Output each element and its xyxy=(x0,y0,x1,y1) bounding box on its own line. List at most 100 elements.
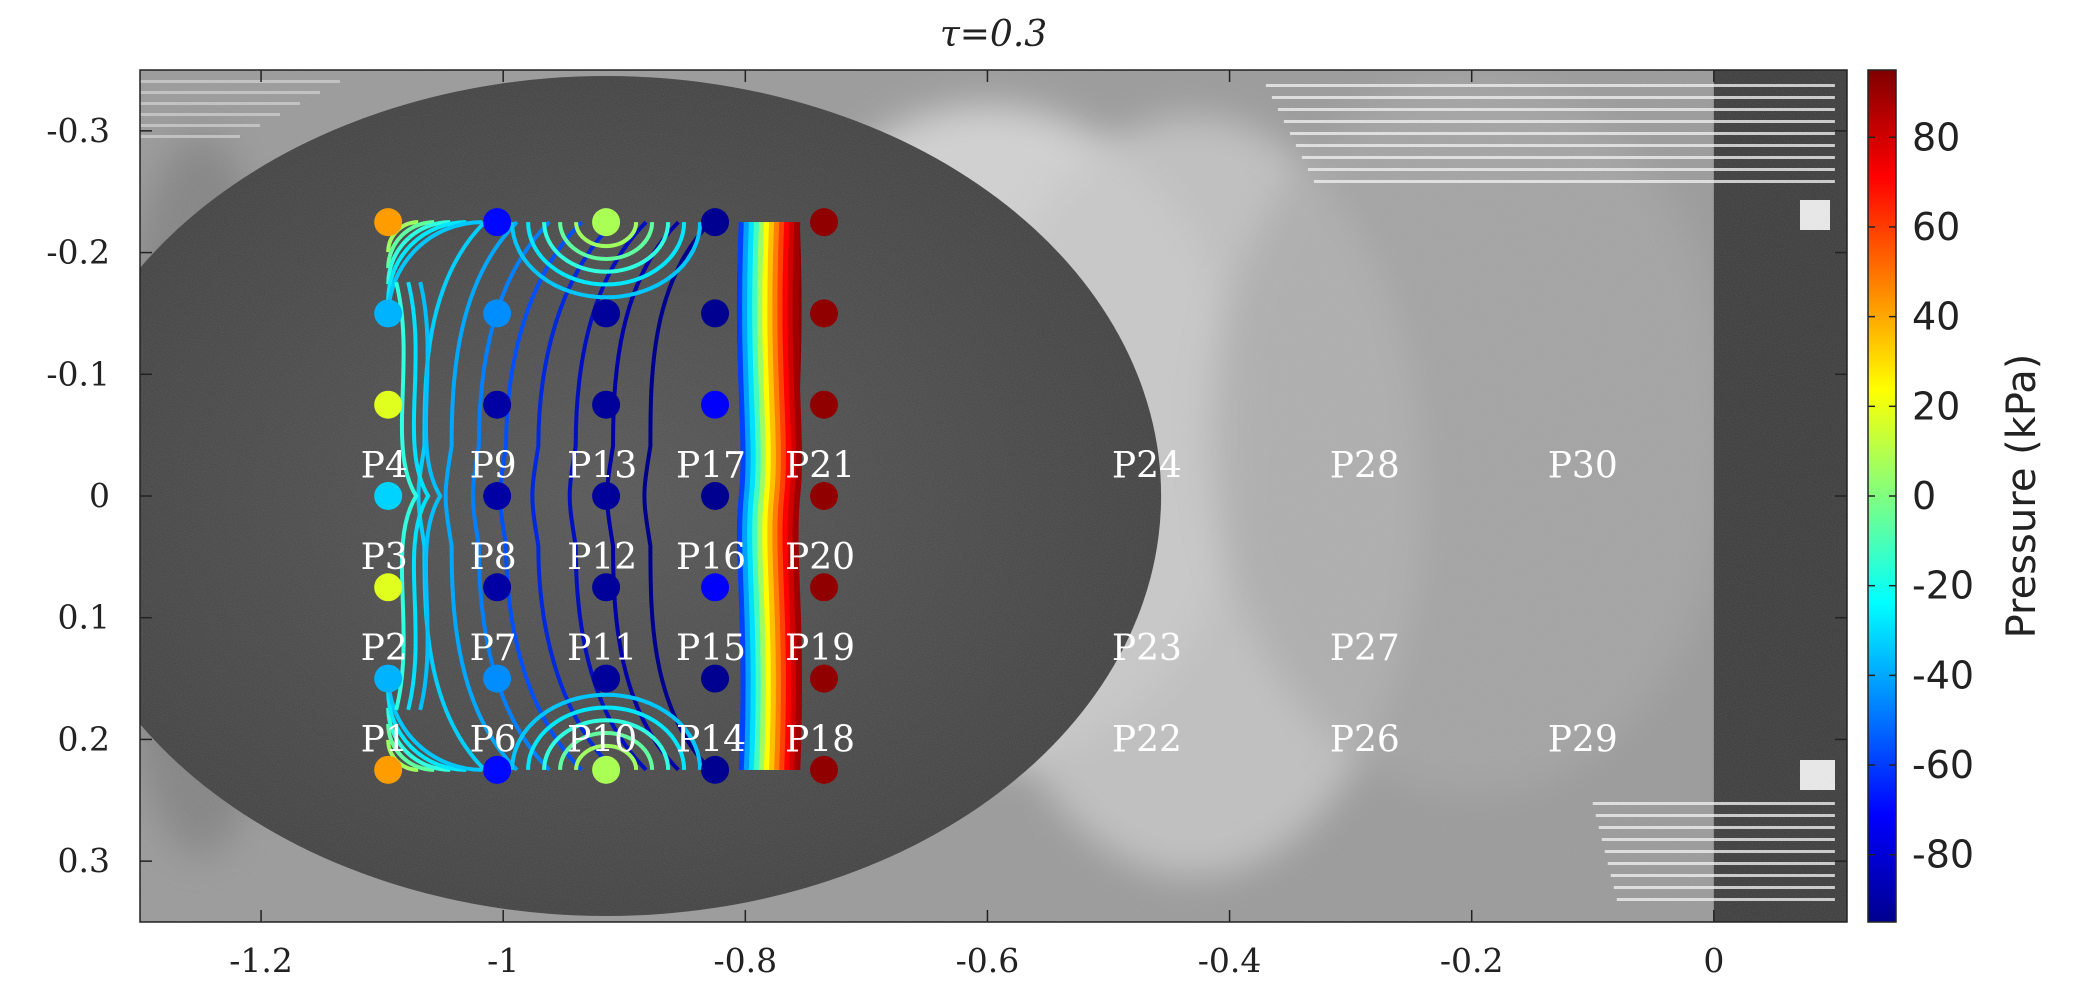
colorbar-tick-label: 80 xyxy=(1912,115,1960,159)
probe-label: P6 xyxy=(470,719,517,760)
probe-label: P27 xyxy=(1330,628,1400,669)
contour-line xyxy=(526,222,687,287)
sensor-point xyxy=(483,208,512,237)
sensor-points xyxy=(374,208,839,784)
x-tick-label: -1 xyxy=(487,941,519,980)
contour-line xyxy=(418,281,443,711)
probe-label: P12 xyxy=(567,537,637,578)
sensor-point xyxy=(592,755,621,784)
y-tick-label: 0 xyxy=(89,476,110,515)
probe-label: P11 xyxy=(567,628,637,669)
probe-label: P23 xyxy=(1112,628,1182,669)
x-axis: -1.2 -1 -0.8 -0.6 -0.4 -0.2 0 xyxy=(229,70,1724,980)
sensor-point xyxy=(701,755,730,784)
sensor-point xyxy=(374,664,403,693)
contour-line xyxy=(386,707,451,772)
contour-line xyxy=(386,723,435,772)
y-tick-label: 0.2 xyxy=(58,719,110,758)
sensor-point xyxy=(810,299,839,328)
contour-line xyxy=(386,220,483,317)
sensor-point xyxy=(374,482,403,510)
sensor-point xyxy=(701,390,730,419)
contour-line xyxy=(762,222,772,770)
y-axis: -0.3 -0.2 -0.1 0 0.1 0.2 0.3 xyxy=(46,111,1847,880)
probe-label: P21 xyxy=(785,446,855,487)
contour-line xyxy=(787,222,797,770)
colorbar-tick-label: 40 xyxy=(1912,295,1960,339)
sensor-point xyxy=(810,664,839,693)
sensor-point xyxy=(592,573,621,602)
contour-line xyxy=(510,222,703,300)
sensor-point xyxy=(810,573,839,602)
sensor-point xyxy=(810,390,839,419)
contour-line xyxy=(386,675,483,772)
probe-label: P17 xyxy=(676,446,746,487)
sensor-point xyxy=(592,390,621,419)
contour-line xyxy=(526,705,687,770)
probe-label: P30 xyxy=(1548,446,1618,487)
x-tick-label: -0.4 xyxy=(1198,941,1262,980)
sensor-point xyxy=(483,664,512,693)
contour-line xyxy=(747,222,757,770)
probe-label: P9 xyxy=(470,446,517,487)
probe-label: P8 xyxy=(470,537,517,578)
contour-line xyxy=(742,222,752,770)
colorbar-tick-label: 60 xyxy=(1912,205,1960,249)
probe-label: P20 xyxy=(785,537,855,578)
contour-line xyxy=(757,222,767,770)
probe-label: P22 xyxy=(1112,719,1182,760)
sensor-point xyxy=(483,482,512,510)
sensor-point xyxy=(374,755,403,784)
sensor-point xyxy=(374,208,403,237)
contour-line xyxy=(737,222,747,770)
sensor-point xyxy=(701,482,730,510)
probe-label: P16 xyxy=(676,537,746,578)
contour-line xyxy=(386,220,451,285)
probe-label: P19 xyxy=(785,628,855,669)
contour-line xyxy=(386,220,467,301)
colorbar-tick-label: -40 xyxy=(1912,653,1974,697)
sensor-point xyxy=(701,299,730,328)
contour-line xyxy=(386,220,435,269)
plot-area: P1 P2 P3 P4 P6 P7 P8 P9 P10 P11 P12 P13 P14 P15 P16 P17… xyxy=(46,69,1848,980)
probe-label: P18 xyxy=(785,719,855,760)
colorbar: 80 60 40 20 0 -20 -40 -60 -80 Pressure (kPa) xyxy=(1867,69,2045,923)
sensor-point xyxy=(701,573,730,602)
contour-line xyxy=(782,222,792,770)
probe-label: P26 xyxy=(1330,719,1400,760)
contour-line xyxy=(792,222,802,770)
contour-line xyxy=(574,222,639,249)
contour-line xyxy=(574,743,639,770)
contour-line xyxy=(394,281,419,711)
contour-line xyxy=(567,220,648,772)
colorbar-ticks: 80 60 40 20 0 -20 -40 -60 -80 xyxy=(1868,115,1974,877)
sensor-point xyxy=(483,390,512,419)
x-tick-label: -0.2 xyxy=(1440,941,1504,980)
sensor-point xyxy=(483,573,512,602)
contour-lines xyxy=(386,220,802,772)
contour-line xyxy=(767,222,777,770)
probe-labels: P1 P2 P3 P4 P6 P7 P8 P9 P10 P11 P12 P13 P14 P15 P16 P17… xyxy=(361,446,1618,761)
colorbar-tick-label: -20 xyxy=(1912,564,1974,608)
contour-line xyxy=(772,222,782,770)
sensor-point xyxy=(592,482,621,510)
contour-line xyxy=(752,222,762,770)
probe-label: P7 xyxy=(470,628,517,669)
x-tick-label: -0.6 xyxy=(956,941,1020,980)
sensor-point xyxy=(701,208,730,237)
probe-label: P13 xyxy=(567,446,637,487)
sensor-point xyxy=(483,755,512,784)
colorbar-label: Pressure (kPa) xyxy=(1999,354,2045,639)
bg-noise xyxy=(140,70,1847,922)
probe-label: P10 xyxy=(567,719,637,760)
probe-label: P15 xyxy=(676,628,746,669)
chart-title: τ=0.3 xyxy=(940,14,1047,55)
probe-label: P29 xyxy=(1548,719,1618,760)
sensor-point xyxy=(810,755,839,784)
colorbar-tick-label: -80 xyxy=(1912,833,1974,877)
contour-line xyxy=(542,222,671,274)
probe-label: P24 xyxy=(1112,446,1182,487)
y-tick-label: 0.3 xyxy=(58,841,110,880)
colorbar-tick-label: 20 xyxy=(1912,384,1960,428)
